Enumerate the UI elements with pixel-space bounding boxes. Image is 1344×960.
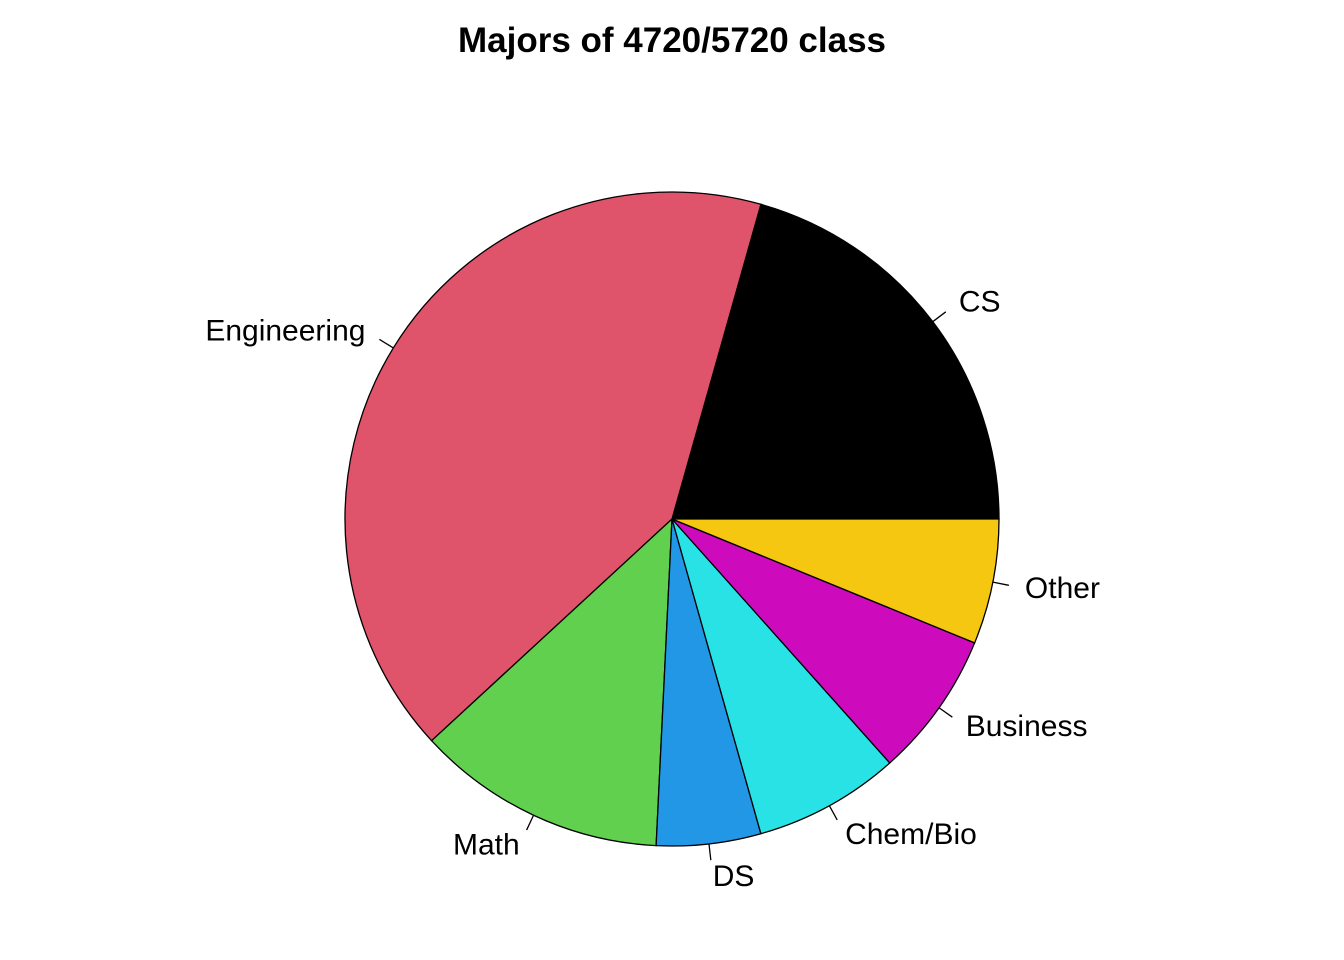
pie-slice-engineering [344, 191, 762, 742]
slice-label-chem-bio: Chem/Bio [845, 818, 977, 851]
label-tick-ds [708, 843, 712, 861]
pie-slice-other [671, 518, 1000, 644]
label-tick-other [992, 581, 1010, 586]
slice-label-cs: CS [959, 285, 1001, 318]
pie-slice-cs [671, 203, 1000, 520]
chart-title: Majors of 4720/5720 class [458, 21, 886, 60]
label-tick-math [526, 814, 535, 831]
slice-labels: CS Engineering Math DS Chem/Bio Business Other [205, 285, 1100, 892]
slice-label-business: Business [966, 710, 1088, 743]
label-tick-cs [932, 311, 947, 323]
pie-slices [344, 191, 1000, 847]
label-tick-chem-bio [828, 805, 838, 821]
pie-slice-math [430, 517, 673, 847]
pie-slice-business [671, 518, 976, 764]
slice-label-math: Math [453, 828, 520, 861]
label-tick-business [938, 707, 953, 718]
label-tick-engineering [379, 338, 394, 349]
slice-label-ds: DS [713, 860, 755, 893]
slice-label-other: Other [1025, 572, 1100, 605]
label-ticks [379, 311, 1010, 861]
slice-label-engineering: Engineering [205, 314, 365, 347]
